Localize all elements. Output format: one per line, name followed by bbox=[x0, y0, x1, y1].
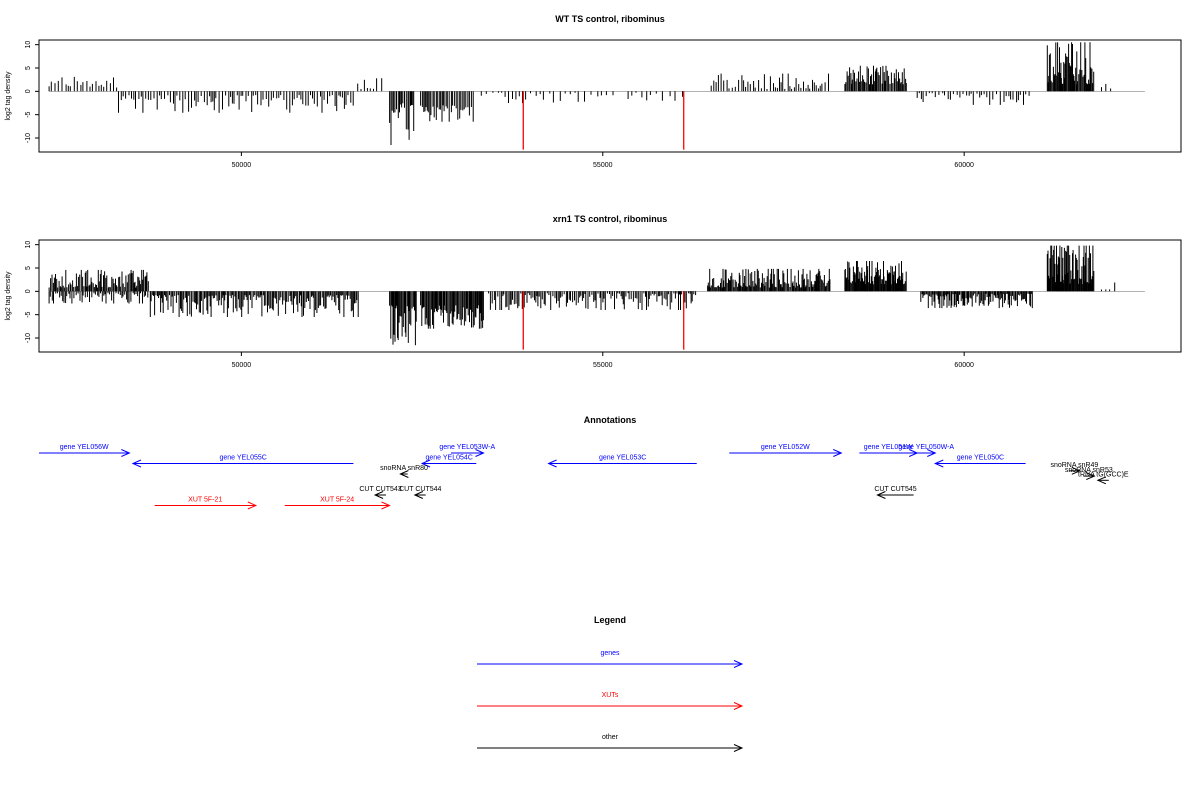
legend-item-label: genes bbox=[600, 650, 620, 657]
feature-other: CUT CUT543 bbox=[359, 486, 402, 499]
legend-item-label: other bbox=[602, 734, 619, 741]
y-tick-label: -5 bbox=[25, 311, 32, 317]
x-tick-label: 60000 bbox=[954, 162, 974, 169]
y-tick-label: 5 bbox=[25, 266, 32, 270]
feature-arrow-head bbox=[373, 491, 384, 499]
feature-genes: gene YEL056W bbox=[39, 444, 131, 457]
feature-genes: gene YEL054C bbox=[420, 455, 477, 468]
y-tick-label: -10 bbox=[25, 333, 32, 343]
density-bars bbox=[48, 42, 1112, 145]
feature-label: snoRNA snR80 bbox=[380, 465, 428, 472]
feature-label: gene YEL052W bbox=[761, 444, 810, 451]
x-tick-label: 55000 bbox=[593, 362, 613, 369]
feature-arrow-head bbox=[475, 449, 485, 457]
feature-arrow-head bbox=[420, 459, 431, 468]
legend-arrow-head bbox=[733, 744, 744, 752]
feature-label: gene YEL051W bbox=[864, 444, 913, 451]
feature-label: gene YEL056W bbox=[60, 444, 109, 451]
legend-title: Legend bbox=[594, 615, 626, 625]
y-tick-label: 0 bbox=[25, 89, 32, 93]
feature-label: CUT CUT544 bbox=[399, 486, 441, 493]
feature-arrow-head bbox=[1086, 472, 1096, 481]
legend-arrow-head bbox=[733, 702, 744, 710]
track-panel-1: WT TS control, ribominus -10 -5 0 5 10 log2 ta… bbox=[5, 14, 1182, 169]
feature-arrow-head bbox=[381, 501, 391, 510]
feature-label: XUT 5F-24 bbox=[320, 497, 354, 504]
feature-genes: gene YEL052W bbox=[729, 444, 843, 457]
feature-other: CUT CUT544 bbox=[399, 486, 442, 499]
feature-arrow-head bbox=[399, 470, 409, 478]
legend-item-other: other bbox=[477, 734, 744, 752]
feature-arrow-head bbox=[247, 501, 258, 510]
feature-arrow-head bbox=[876, 491, 886, 499]
feature-arrow-head bbox=[927, 449, 937, 457]
legend: Legend genes XUTs other bbox=[477, 615, 744, 752]
feature-arrow-head bbox=[547, 459, 557, 468]
feature-label: gene YEL053W-A bbox=[439, 444, 495, 451]
feature-other: snoRNA snR80 bbox=[380, 465, 428, 478]
y-tick-label: -5 bbox=[25, 111, 32, 117]
feature-label: snoRNA snR53 bbox=[1065, 467, 1113, 474]
y-tick-label: 0 bbox=[25, 289, 32, 293]
feature-label: gene YEL054C bbox=[426, 455, 473, 462]
feature-XUTs: XUT 5F-21 bbox=[154, 497, 258, 510]
feature-label: gene YEL053C bbox=[599, 455, 646, 462]
feature-label: gene YEL050W-A bbox=[898, 444, 954, 451]
y-axis-label: log2 tag density bbox=[5, 71, 12, 121]
y-tick-label: 5 bbox=[25, 66, 32, 70]
feature-label: tRNA tG(GCC)E bbox=[1078, 471, 1129, 478]
feature-other: tRNA tG(GCC)E bbox=[1078, 471, 1129, 485]
annotations-title: Annotations bbox=[584, 415, 637, 425]
track-panel-2: xrn1 TS control, ribominus -10 -5 0 5 10 log2 … bbox=[5, 214, 1182, 369]
annotations-track: Annotations gene YEL056W gene YEL055C gene … bbox=[39, 415, 1129, 510]
feature-arrow-head bbox=[121, 449, 131, 457]
legend-arrow-head bbox=[733, 660, 744, 668]
feature-arrow-head bbox=[1071, 466, 1082, 475]
x-tick-label: 50000 bbox=[232, 362, 252, 369]
panel-title: xrn1 TS control, ribominus bbox=[553, 214, 668, 224]
feature-label: CUT CUT545 bbox=[874, 486, 916, 493]
feature-genes: gene YEL053W-A bbox=[439, 444, 495, 457]
feature-XUTs: XUT 5F-24 bbox=[284, 497, 391, 510]
feature-genes: gene YEL055C bbox=[131, 455, 354, 468]
y-tick-label: -10 bbox=[25, 133, 32, 143]
feature-label: gene YEL050C bbox=[957, 455, 1004, 462]
feature-arrow-head bbox=[934, 459, 944, 468]
feature-genes: gene YEL050C bbox=[934, 455, 1026, 468]
y-tick-label: 10 bbox=[25, 241, 32, 249]
feature-other: snoRNA snR49 bbox=[1050, 462, 1098, 475]
y-tick-label: 10 bbox=[25, 41, 32, 49]
feature-label: snoRNA snR49 bbox=[1050, 462, 1098, 469]
feature-arrow-head bbox=[131, 459, 142, 468]
feature-arrow-head bbox=[1096, 476, 1107, 485]
feature-genes: gene YEL053C bbox=[547, 455, 697, 468]
feature-label: CUT CUT543 bbox=[359, 486, 401, 493]
feature-other: CUT CUT545 bbox=[874, 486, 917, 499]
feature-other: snoRNA snR53 bbox=[1065, 467, 1113, 481]
panel-title: WT TS control, ribominus bbox=[555, 14, 665, 24]
feature-label: gene YEL055C bbox=[220, 455, 267, 462]
x-tick-label: 55000 bbox=[593, 162, 613, 169]
density-bars bbox=[48, 245, 1116, 346]
legend-item-xuts: XUTs bbox=[477, 692, 744, 710]
plot-frame bbox=[38, 39, 1182, 153]
feature-genes: gene YEL050W-A bbox=[898, 444, 954, 457]
feature-arrow-head bbox=[413, 491, 424, 499]
legend-item-label: XUTs bbox=[602, 692, 619, 699]
legend-item-genes: genes bbox=[477, 650, 744, 668]
plot-frame bbox=[38, 239, 1182, 353]
feature-arrow-head bbox=[833, 449, 843, 457]
feature-label: XUT 5F-21 bbox=[188, 497, 222, 504]
x-tick-label: 60000 bbox=[954, 362, 974, 369]
y-axis-label: log2 tag density bbox=[5, 271, 12, 321]
x-tick-label: 50000 bbox=[232, 162, 252, 169]
